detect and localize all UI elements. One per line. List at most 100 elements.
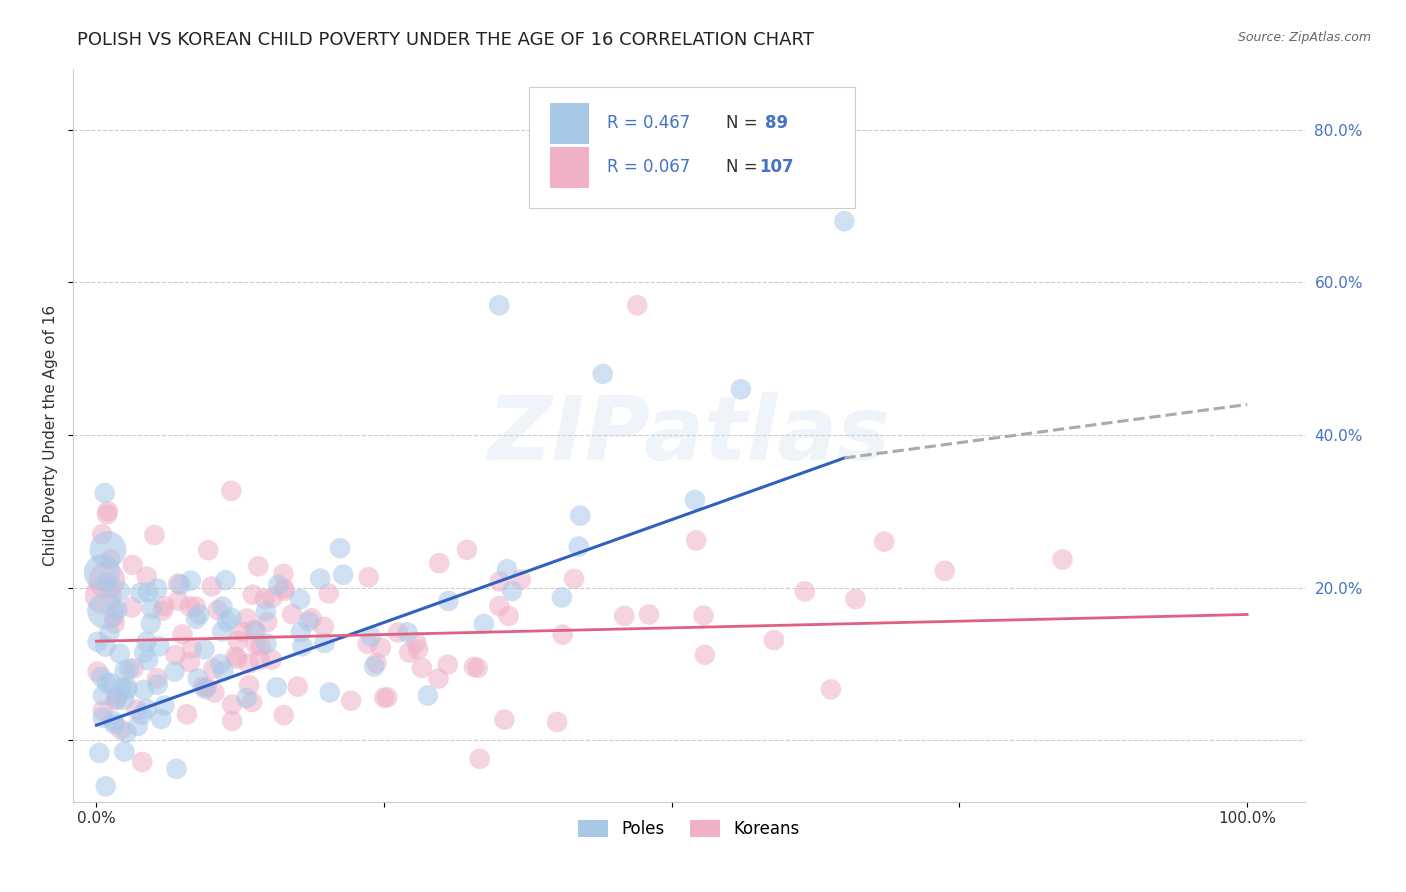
- Point: [844, 592, 866, 607]
- Point: [763, 633, 786, 648]
- Point: [221, 698, 243, 712]
- Point: [112, 745, 135, 759]
- Point: [267, 578, 290, 592]
- Point: [546, 714, 568, 729]
- Point: [638, 607, 661, 622]
- FancyBboxPatch shape: [529, 87, 855, 208]
- Point: [427, 556, 450, 570]
- Text: 107: 107: [759, 159, 794, 177]
- Point: [569, 508, 592, 523]
- Point: [91, 527, 114, 541]
- Point: [793, 584, 815, 599]
- Point: [94, 640, 117, 654]
- Point: [98, 625, 121, 640]
- Point: [396, 625, 419, 640]
- Point: [91, 566, 114, 580]
- Point: [86, 634, 108, 648]
- Y-axis label: Child Poverty Under the Age of 16: Child Poverty Under the Age of 16: [44, 304, 58, 566]
- Point: [357, 570, 380, 584]
- Point: [97, 542, 120, 557]
- Point: [249, 640, 271, 654]
- Point: [176, 707, 198, 722]
- Point: [262, 591, 284, 605]
- Point: [100, 676, 122, 690]
- Point: [93, 486, 115, 500]
- Point: [683, 492, 706, 507]
- Point: [105, 690, 128, 704]
- Point: [103, 616, 125, 631]
- Point: [363, 659, 385, 673]
- Point: [254, 636, 277, 650]
- Point: [129, 586, 152, 600]
- Point: [91, 588, 114, 602]
- Point: [488, 599, 510, 613]
- Point: [370, 640, 392, 655]
- Point: [243, 623, 266, 637]
- Point: [291, 640, 314, 654]
- Point: [260, 652, 283, 666]
- Point: [143, 528, 166, 542]
- Point: [148, 640, 170, 654]
- Text: N =: N =: [725, 159, 758, 177]
- Point: [226, 633, 249, 648]
- Point: [89, 746, 111, 760]
- Point: [108, 647, 131, 661]
- Point: [356, 637, 378, 651]
- Point: [180, 641, 202, 656]
- Point: [193, 642, 215, 657]
- Point: [135, 702, 157, 716]
- Point: [136, 585, 159, 599]
- Point: [375, 690, 398, 705]
- Point: [111, 680, 134, 694]
- Point: [551, 627, 574, 641]
- Point: [91, 689, 114, 703]
- Point: [273, 708, 295, 723]
- Point: [467, 661, 489, 675]
- Point: [301, 611, 323, 625]
- Point: [406, 642, 429, 657]
- Point: [153, 698, 176, 713]
- Point: [114, 664, 136, 678]
- Point: [592, 367, 614, 381]
- Point: [496, 562, 519, 576]
- Point: [127, 719, 149, 733]
- Point: [488, 574, 510, 589]
- Point: [146, 671, 169, 685]
- Point: [103, 717, 125, 731]
- Point: [96, 573, 118, 587]
- Point: [141, 601, 163, 615]
- Point: [613, 609, 636, 624]
- Point: [146, 582, 169, 596]
- Point: [273, 582, 295, 596]
- Point: [97, 504, 120, 518]
- Point: [131, 755, 153, 769]
- Point: [509, 573, 531, 587]
- Point: [730, 382, 752, 396]
- Point: [249, 653, 271, 667]
- Point: [398, 646, 420, 660]
- Point: [135, 634, 157, 648]
- Point: [118, 662, 141, 676]
- Point: [191, 680, 214, 694]
- Point: [146, 678, 169, 692]
- Point: [90, 670, 112, 684]
- Point: [318, 586, 340, 600]
- Text: 89: 89: [765, 114, 789, 133]
- Point: [231, 624, 253, 639]
- Point: [329, 541, 352, 556]
- Point: [266, 681, 288, 695]
- Point: [472, 617, 495, 632]
- Point: [188, 607, 211, 622]
- Point: [242, 588, 264, 602]
- Point: [319, 685, 342, 699]
- Point: [411, 661, 433, 675]
- Point: [211, 599, 233, 614]
- Point: [166, 762, 188, 776]
- Point: [219, 483, 242, 498]
- Point: [240, 695, 263, 709]
- Point: [135, 569, 157, 583]
- Point: [437, 594, 460, 608]
- Point: [498, 609, 520, 624]
- Text: R = 0.067: R = 0.067: [606, 159, 690, 177]
- Point: [221, 714, 243, 728]
